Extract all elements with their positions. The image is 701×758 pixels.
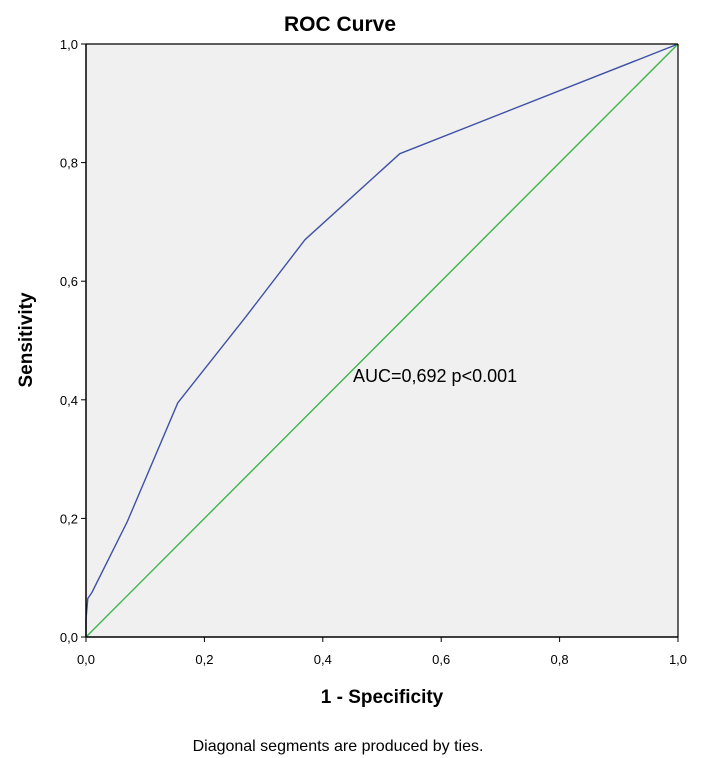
- y-tick-label: 1,0: [60, 37, 78, 52]
- reference-diagonal-line: [85, 43, 679, 638]
- y-tick-label: 0,4: [60, 393, 78, 408]
- roc-curve-line: [85, 43, 679, 637]
- y-tick-label: 0,6: [60, 274, 78, 289]
- y-tick-label: 0,0: [60, 630, 78, 645]
- x-axis-title: 1 - Specificity: [321, 687, 444, 708]
- x-tick-label: 0,8: [551, 652, 569, 667]
- x-tick-label: 1,0: [669, 652, 687, 667]
- footnote: Diagonal segments are produced by ties.: [193, 738, 484, 755]
- x-tick-label: 0,4: [314, 652, 332, 667]
- y-axis-title: Sensitivity: [16, 292, 37, 387]
- x-tick-label: 0,2: [195, 652, 213, 667]
- y-tick-label: 0,8: [60, 156, 78, 171]
- y-tick-label: 0,2: [60, 511, 78, 526]
- auc-annotation: AUC=0,692 p<0.001: [353, 366, 517, 386]
- chart-title: ROC Curve: [284, 13, 396, 36]
- x-tick-label: 0,6: [432, 652, 450, 667]
- x-tick-label: 0,0: [77, 652, 95, 667]
